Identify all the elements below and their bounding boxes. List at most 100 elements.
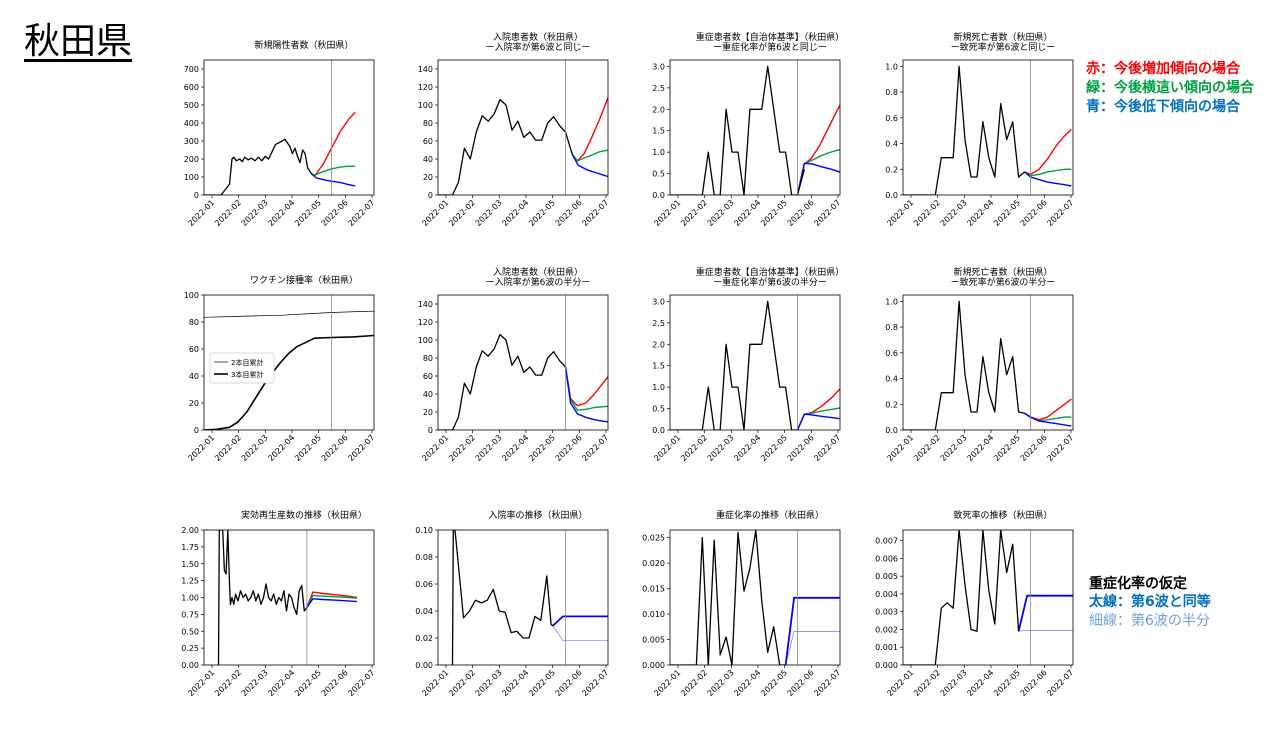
x-tick-label: 2022-07 xyxy=(346,198,376,228)
scenario-line-green xyxy=(564,366,608,411)
plot-area xyxy=(438,333,608,430)
y-tick-label: 2.0 xyxy=(652,105,665,114)
chart-svg: 0.00.51.01.52.02.53.02022-012022-022022-… xyxy=(652,294,842,463)
axes-frame xyxy=(437,529,609,666)
plot-area xyxy=(903,530,1073,665)
x-tick-label: 2022-02 xyxy=(213,668,243,698)
history-line xyxy=(217,530,308,665)
chart-title: 重症化率の推移（秋田県） xyxy=(670,511,870,521)
chart-title: 新規死亡者数（秋田県） ー致死率が第6波と同じー xyxy=(903,33,1103,53)
x-tick-label: 2022-02 xyxy=(447,668,477,698)
chart-title: 入院患者数（秋田県） ー入院率が第6波の半分ー xyxy=(438,268,638,288)
scenario-line-blue xyxy=(564,366,608,423)
y-tick-label: 0.005 xyxy=(875,572,898,581)
chart-title-line: ー重症化率が第6波の半分ー xyxy=(713,278,827,288)
plot-area xyxy=(670,65,840,195)
y-tick-label: 60 xyxy=(423,372,433,381)
y-tick-label: 60 xyxy=(189,345,199,354)
chart-title-line: 重症患者数【自治体基準】（秋田県） xyxy=(695,268,845,278)
plot-area xyxy=(217,530,358,665)
chart-title-line: 実効再生産数の推移（秋田県） xyxy=(240,511,367,521)
x-tick-label: 2022-06 xyxy=(554,198,584,228)
legend-label: 3本目累計 xyxy=(231,370,263,379)
series-line xyxy=(204,334,374,430)
x-tick-label: 2022-01 xyxy=(186,198,216,228)
plot-area xyxy=(670,300,840,430)
y-tick-label: 0.0 xyxy=(885,426,898,435)
x-tick-label: 2022-07 xyxy=(812,198,842,228)
y-tick-label: 1.75 xyxy=(181,543,199,552)
x-tick-label: 2022-02 xyxy=(912,668,942,698)
x-tick-label: 2022-07 xyxy=(812,433,842,463)
y-tick-label: 20 xyxy=(189,399,199,408)
assumption-thick-line: 太線：第6波と同等 xyxy=(1089,594,1211,610)
x-tick-label: 2022-03 xyxy=(474,668,504,698)
chart-title-line: 重症化率の推移（秋田県） xyxy=(715,511,824,521)
y-tick-label: 2.0 xyxy=(652,340,665,349)
y-tick-label: 0.10 xyxy=(415,526,433,535)
axes-frame xyxy=(669,294,841,431)
chart-title-line: 入院患者数（秋田県） xyxy=(492,268,583,278)
chart-panel-hospitalized_half: 入院患者数（秋田県） ー入院率が第6波の半分ー 0 20 40 60 80 100 120 140… xyxy=(412,268,642,500)
axes-frame xyxy=(902,59,1074,196)
y-tick-label: 1.50 xyxy=(181,560,199,569)
x-tick-label: 2022-05 xyxy=(992,198,1022,228)
y-tick-label: 1.25 xyxy=(181,577,199,586)
x-tick-label: 2022-02 xyxy=(213,433,243,463)
plot-area xyxy=(903,65,1072,195)
chart-title: 入院患者数（秋田県） ー入院率が第6波と同じー xyxy=(438,33,638,53)
x-tick-label: 2022-06 xyxy=(320,198,350,228)
x-tick-label: 2022-03 xyxy=(706,198,736,228)
chart-svg: 0204060801001201402022-012022-022022-032… xyxy=(418,59,610,228)
y-tick-label: 40 xyxy=(189,372,199,381)
x-tick-label: 2022-04 xyxy=(266,668,296,698)
chart-title-line: ワクチン接種率（秋田県） xyxy=(249,276,358,286)
x-tick-label: 2022-06 xyxy=(554,668,584,698)
x-tick-label: 2022-02 xyxy=(679,433,709,463)
history-line xyxy=(903,65,1026,195)
x-tick-label: 2022-05 xyxy=(293,433,323,463)
y-tick-label: 0.0 xyxy=(885,191,898,200)
scenario-line-red xyxy=(1024,128,1072,176)
x-tick-label: 2022-06 xyxy=(320,668,350,698)
x-tick-label: 2022-04 xyxy=(500,433,530,463)
x-tick-label: 2022-03 xyxy=(939,668,969,698)
x-tick-label: 2022-03 xyxy=(706,668,736,698)
axes-frame xyxy=(902,294,1074,431)
legend-green-scenario: 緑：今後横這い傾向の場合 xyxy=(1086,80,1254,96)
x-tick-label: 2022-06 xyxy=(786,198,816,228)
plot-area xyxy=(670,530,840,665)
x-tick-label: 2022-05 xyxy=(992,433,1022,463)
y-tick-label: 0 xyxy=(194,426,199,435)
scenario-line-blue xyxy=(784,596,840,665)
y-tick-label: 0 xyxy=(194,191,199,200)
y-tick-label: 20 xyxy=(423,408,433,417)
y-tick-label: 0.50 xyxy=(181,627,199,636)
x-tick-label: 2022-05 xyxy=(992,668,1022,698)
plot-area xyxy=(451,530,608,665)
chart-legend: 2本目累計 3本目累計 xyxy=(209,352,275,384)
y-tick-label: 120 xyxy=(418,318,433,327)
chart-svg: 0.0000.0050.0100.0150.0200.0252022-01202… xyxy=(642,529,842,698)
y-tick-label: 0.02 xyxy=(415,634,433,643)
legend-red-scenario: 赤：今後増加傾向の場合 xyxy=(1086,61,1240,77)
y-tick-label: 1.0 xyxy=(885,297,898,306)
y-tick-label: 0.020 xyxy=(642,559,665,568)
y-tick-label: 600 xyxy=(184,83,199,92)
series-line xyxy=(204,310,374,318)
scenario-line-red xyxy=(306,591,358,608)
chart-title-line: 新規死亡者数（秋田県） xyxy=(953,33,1053,43)
x-tick-label: 2022-06 xyxy=(554,433,584,463)
y-tick-label: 0.0 xyxy=(652,191,665,200)
chart-panel-severe_rate: 重症化率の推移（秋田県） 0.000 0.005 0.010 0.015 0.020 0.0… xyxy=(642,505,874,735)
x-tick-label: 2022-02 xyxy=(679,198,709,228)
y-tick-label: 100 xyxy=(418,101,433,110)
y-tick-label: 0.015 xyxy=(642,585,665,594)
y-tick-label: 400 xyxy=(184,119,199,128)
y-tick-label: 0.025 xyxy=(642,534,665,543)
x-tick-label: 2022-01 xyxy=(420,198,450,228)
scenario-line-red xyxy=(796,103,840,195)
y-tick-label: 0.8 xyxy=(885,88,898,97)
chart-title-line: 入院患者数（秋田県） xyxy=(492,33,583,43)
x-tick-label: 2022-02 xyxy=(447,198,477,228)
